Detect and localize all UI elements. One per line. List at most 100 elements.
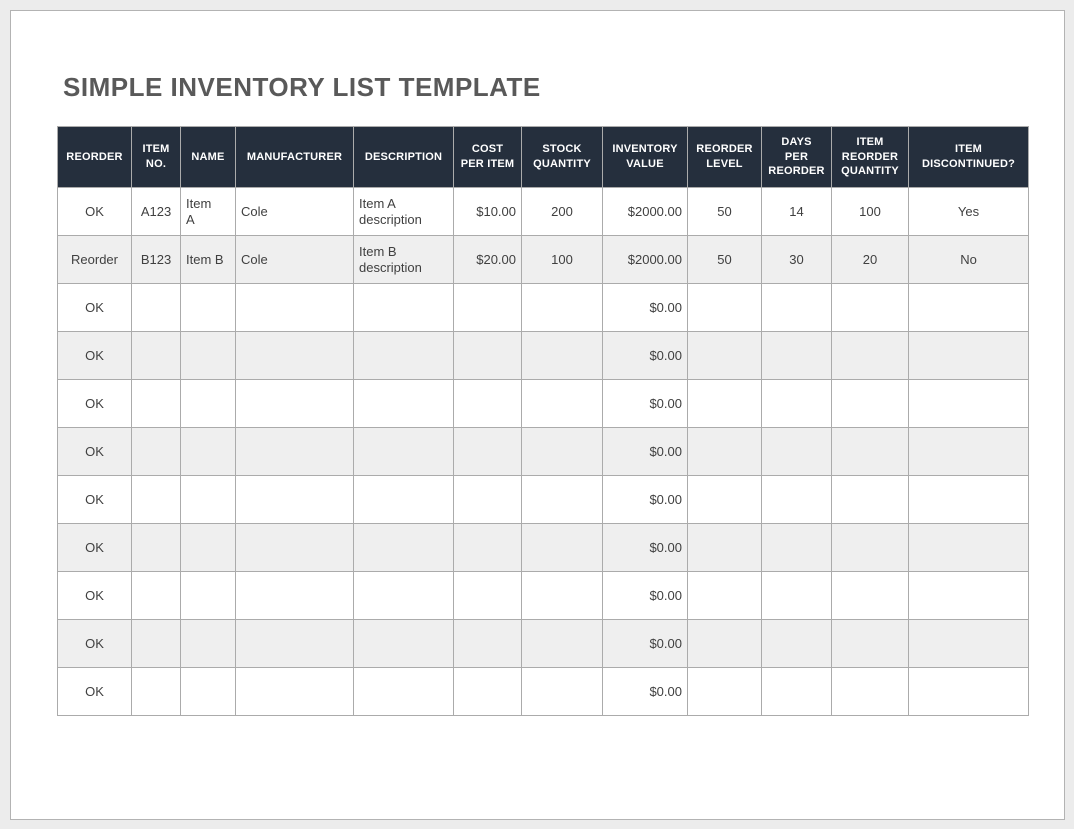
cell-reorder: OK (57, 475, 132, 524)
cell-item-reorder-quantity (831, 523, 909, 572)
cell-reorder: Reorder (57, 235, 132, 284)
cell-inventory-value: $0.00 (602, 523, 688, 572)
cell-days-per-reorder (761, 427, 832, 476)
column-header-manufacturer: MANUFACTURER (235, 126, 354, 188)
cell-name (180, 427, 236, 476)
cell-cost-per-item (453, 379, 522, 428)
cell-inventory-value: $2000.00 (602, 187, 688, 236)
cell-manufacturer (235, 523, 354, 572)
cell-cost-per-item (453, 523, 522, 572)
cell-stock-quantity (521, 475, 603, 524)
cell-cost-per-item (453, 667, 522, 716)
cell-item-discontinued (908, 283, 1029, 332)
cell-item-no (131, 523, 181, 572)
cell-inventory-value: $0.00 (602, 331, 688, 380)
cell-manufacturer (235, 475, 354, 524)
cell-stock-quantity (521, 331, 603, 380)
cell-item-no (131, 667, 181, 716)
cell-item-discontinued (908, 571, 1029, 620)
cell-stock-quantity (521, 667, 603, 716)
table-header-row: REORDER ITEM NO. NAME MANUFACTURER DESCRIPTI… (57, 126, 1029, 188)
cell-reorder-level (687, 379, 762, 428)
cell-description (353, 331, 454, 380)
table-row: OK $0.00 (57, 379, 1029, 428)
cell-item-no (131, 571, 181, 620)
cell-stock-quantity: 100 (521, 235, 603, 284)
cell-manufacturer (235, 427, 354, 476)
cell-inventory-value: $2000.00 (602, 235, 688, 284)
cell-item-no (131, 283, 181, 332)
cell-description (353, 475, 454, 524)
cell-item-discontinued (908, 619, 1029, 668)
cell-reorder: OK (57, 187, 132, 236)
cell-cost-per-item: $20.00 (453, 235, 522, 284)
cell-item-reorder-quantity (831, 619, 909, 668)
cell-reorder-level (687, 475, 762, 524)
cell-reorder-level (687, 523, 762, 572)
cell-manufacturer (235, 283, 354, 332)
cell-reorder-level (687, 571, 762, 620)
cell-item-reorder-quantity (831, 475, 909, 524)
column-header-reorder-level: REORDER LEVEL (687, 126, 762, 188)
cell-cost-per-item: $10.00 (453, 187, 522, 236)
cell-days-per-reorder (761, 523, 832, 572)
table-row: OK $0.00 (57, 667, 1029, 716)
cell-inventory-value: $0.00 (602, 427, 688, 476)
cell-inventory-value: $0.00 (602, 283, 688, 332)
cell-item-reorder-quantity (831, 427, 909, 476)
cell-reorder: OK (57, 283, 132, 332)
cell-reorder-level: 50 (687, 187, 762, 236)
cell-description: Item B description (353, 235, 454, 284)
cell-manufacturer (235, 619, 354, 668)
cell-days-per-reorder (761, 331, 832, 380)
cell-manufacturer: Cole (235, 187, 354, 236)
cell-name: Item B (180, 235, 236, 284)
cell-item-no: A123 (131, 187, 181, 236)
cell-name (180, 667, 236, 716)
cell-manufacturer (235, 571, 354, 620)
cell-reorder-level (687, 619, 762, 668)
cell-reorder: OK (57, 331, 132, 380)
cell-manufacturer (235, 667, 354, 716)
cell-inventory-value: $0.00 (602, 667, 688, 716)
cell-item-reorder-quantity: 20 (831, 235, 909, 284)
cell-item-discontinued (908, 331, 1029, 380)
cell-cost-per-item (453, 283, 522, 332)
table-row: OK $0.00 (57, 283, 1029, 332)
table-header: REORDER ITEM NO. NAME MANUFACTURER DESCRIPTI… (57, 126, 1029, 188)
cell-item-reorder-quantity (831, 571, 909, 620)
cell-item-reorder-quantity (831, 667, 909, 716)
cell-reorder-level: 50 (687, 235, 762, 284)
cell-item-no (131, 379, 181, 428)
cell-inventory-value: $0.00 (602, 379, 688, 428)
cell-reorder-level (687, 283, 762, 332)
cell-description (353, 523, 454, 572)
cell-reorder-level (687, 667, 762, 716)
cell-item-reorder-quantity: 100 (831, 187, 909, 236)
page-title: SIMPLE INVENTORY LIST TEMPLATE (63, 72, 541, 102)
table-body: OK A123 Item A Cole Item A description $10.00… (57, 187, 1029, 716)
cell-name (180, 331, 236, 380)
cell-item-reorder-quantity (831, 283, 909, 332)
table-row: OK $0.00 (57, 619, 1029, 668)
cell-name (180, 619, 236, 668)
cell-description (353, 379, 454, 428)
table-row: OK $0.00 (57, 523, 1029, 572)
document-page: SIMPLE INVENTORY LIST TEMPLATE REORDER IT… (10, 10, 1065, 820)
table-row: OK $0.00 (57, 571, 1029, 620)
cell-item-discontinued (908, 667, 1029, 716)
cell-manufacturer (235, 379, 354, 428)
cell-reorder: OK (57, 619, 132, 668)
table-row: OK $0.00 (57, 427, 1029, 476)
cell-item-discontinued (908, 427, 1029, 476)
cell-stock-quantity (521, 523, 603, 572)
cell-days-per-reorder (761, 475, 832, 524)
cell-reorder: OK (57, 571, 132, 620)
cell-inventory-value: $0.00 (602, 475, 688, 524)
cell-cost-per-item (453, 619, 522, 668)
cell-item-discontinued (908, 475, 1029, 524)
cell-name (180, 475, 236, 524)
cell-reorder-level (687, 427, 762, 476)
cell-reorder: OK (57, 427, 132, 476)
cell-item-no (131, 619, 181, 668)
